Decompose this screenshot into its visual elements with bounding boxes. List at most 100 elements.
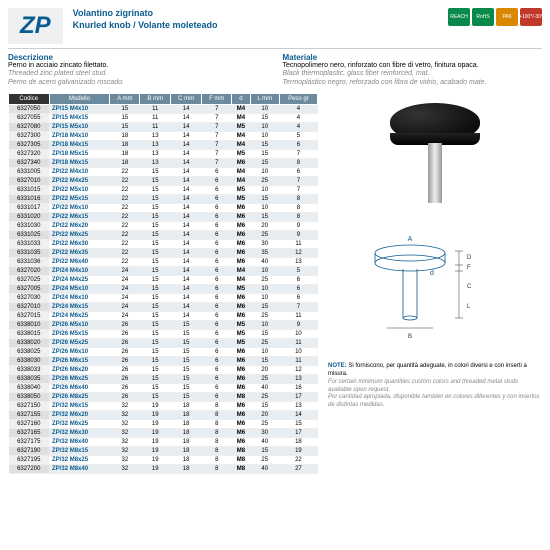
table-cell: 25 — [250, 276, 279, 285]
table-cell: 32 — [110, 465, 140, 474]
table-row: 6331015ZP/22 M5x102215146M5107 — [9, 186, 318, 195]
table-cell: ZP/15 M4x15 — [49, 114, 110, 123]
table-row: 6338030ZP/26 M6x152615156M61511 — [9, 357, 318, 366]
table-row: 6338040ZP/26 M6x402615156M64016 — [9, 384, 318, 393]
table-cell: 22 — [110, 213, 140, 222]
table-cell: 14 — [171, 204, 202, 213]
table-cell: 9 — [279, 231, 317, 240]
table-cell: 8 — [279, 204, 317, 213]
table-cell: 6 — [202, 366, 232, 375]
table-cell: 6338035 — [9, 375, 50, 384]
svg-text:D: D — [467, 255, 472, 261]
note-es: Por cantidad apropiada, disponible tambi… — [328, 394, 539, 408]
table-cell: 22 — [110, 240, 140, 249]
table-cell: 20 — [250, 222, 279, 231]
table-cell: 32 — [110, 456, 140, 465]
table-row: 6327300ZP/18 M4x101813147M4105 — [9, 132, 318, 141]
table-cell: 15 — [140, 357, 171, 366]
table-cell: 10 — [250, 132, 279, 141]
table-cell: M5 — [232, 123, 250, 132]
table-cell: 25 — [250, 375, 279, 384]
table-cell: 15 — [279, 420, 317, 429]
table-row: 6331036ZP/22 M6x402215146M64013 — [9, 258, 318, 267]
table-cell: 40 — [250, 258, 279, 267]
table-cell: ZP/26 M6x40 — [49, 384, 110, 393]
table-cell: ZP/24 M5x10 — [49, 285, 110, 294]
table-cell: 14 — [171, 150, 202, 159]
col-header: Codice — [9, 94, 50, 105]
table-cell: 15 — [140, 240, 171, 249]
table-cell: M4 — [232, 276, 250, 285]
table-cell: 6338040 — [9, 384, 50, 393]
table-cell: M4 — [232, 132, 250, 141]
table-cell: 11 — [279, 240, 317, 249]
table-cell: 6 — [202, 186, 232, 195]
table-cell: ZP/18 M4x15 — [49, 141, 110, 150]
table-cell: 14 — [171, 258, 202, 267]
table-cell: ZP/15 M4x10 — [49, 105, 110, 114]
table-cell: M6 — [232, 402, 250, 411]
table-cell: 5 — [279, 267, 317, 276]
table-cell: M8 — [232, 456, 250, 465]
table-cell: M8 — [232, 393, 250, 402]
table-cell: 18 — [171, 465, 202, 474]
table-cell: M8 — [232, 447, 250, 456]
table-cell: 26 — [110, 357, 140, 366]
table-cell: 11 — [140, 123, 171, 132]
table-cell: 19 — [140, 456, 171, 465]
table-cell: 15 — [140, 168, 171, 177]
table-cell: ZP/22 M5x15 — [49, 195, 110, 204]
table-cell: 25 — [250, 393, 279, 402]
table-cell: 15 — [250, 141, 279, 150]
table-cell: 26 — [110, 375, 140, 384]
svg-text:d: d — [430, 270, 434, 277]
badge-rohs: RoHS — [472, 8, 494, 26]
badge-reach: REACH — [448, 8, 470, 26]
table-cell: 14 — [171, 249, 202, 258]
table-cell: 19 — [140, 465, 171, 474]
table-cell: 18 — [110, 141, 140, 150]
table-cell: 6338030 — [9, 357, 50, 366]
table-cell: 30 — [250, 240, 279, 249]
table-cell: 15 — [140, 348, 171, 357]
table-cell: 10 — [250, 321, 279, 330]
table-row: 6327050ZP/15 M4x101511147M4104 — [9, 105, 318, 114]
table-cell: 11 — [279, 339, 317, 348]
table-cell: 15 — [250, 303, 279, 312]
table-cell: M4 — [232, 267, 250, 276]
badge-material: PA6 — [496, 8, 518, 26]
table-cell: 7 — [202, 123, 232, 132]
table-cell: ZP/32 M6x15 — [49, 402, 110, 411]
table-cell: 15 — [140, 231, 171, 240]
table-cell: 25 — [250, 312, 279, 321]
table-cell: 6327165 — [9, 429, 50, 438]
table-cell: 22 — [110, 204, 140, 213]
table-cell: 32 — [110, 447, 140, 456]
table-cell: 14 — [171, 114, 202, 123]
table-cell: M6 — [232, 411, 250, 420]
table-cell: M6 — [232, 258, 250, 267]
table-cell: 6 — [202, 213, 232, 222]
table-cell: ZP/22 M6x20 — [49, 222, 110, 231]
table-cell: 6 — [202, 276, 232, 285]
table-cell: 18 — [171, 447, 202, 456]
table-row: 6327015ZP/24 M6x252415146M62511 — [9, 312, 318, 321]
table-cell: 35 — [250, 249, 279, 258]
table-row: 6327305ZP/18 M4x151813147M4156 — [9, 141, 318, 150]
table-cell: ZP/22 M6x25 — [49, 231, 110, 240]
table-cell: 25 — [250, 420, 279, 429]
table-cell: M6 — [232, 384, 250, 393]
table-cell: 15 — [140, 312, 171, 321]
table-cell: M6 — [232, 213, 250, 222]
table-cell: 7 — [202, 105, 232, 114]
table-cell: 15 — [171, 339, 202, 348]
table-cell: 15 — [250, 114, 279, 123]
table-cell: 13 — [140, 132, 171, 141]
table-cell: 6 — [202, 177, 232, 186]
table-cell: M6 — [232, 204, 250, 213]
table-cell: 19 — [279, 447, 317, 456]
table-cell: 14 — [171, 141, 202, 150]
table-cell: 6327195 — [9, 456, 50, 465]
table-row: 6331005ZP/22 M4x102215146M4106 — [9, 168, 318, 177]
table-cell: 14 — [171, 303, 202, 312]
